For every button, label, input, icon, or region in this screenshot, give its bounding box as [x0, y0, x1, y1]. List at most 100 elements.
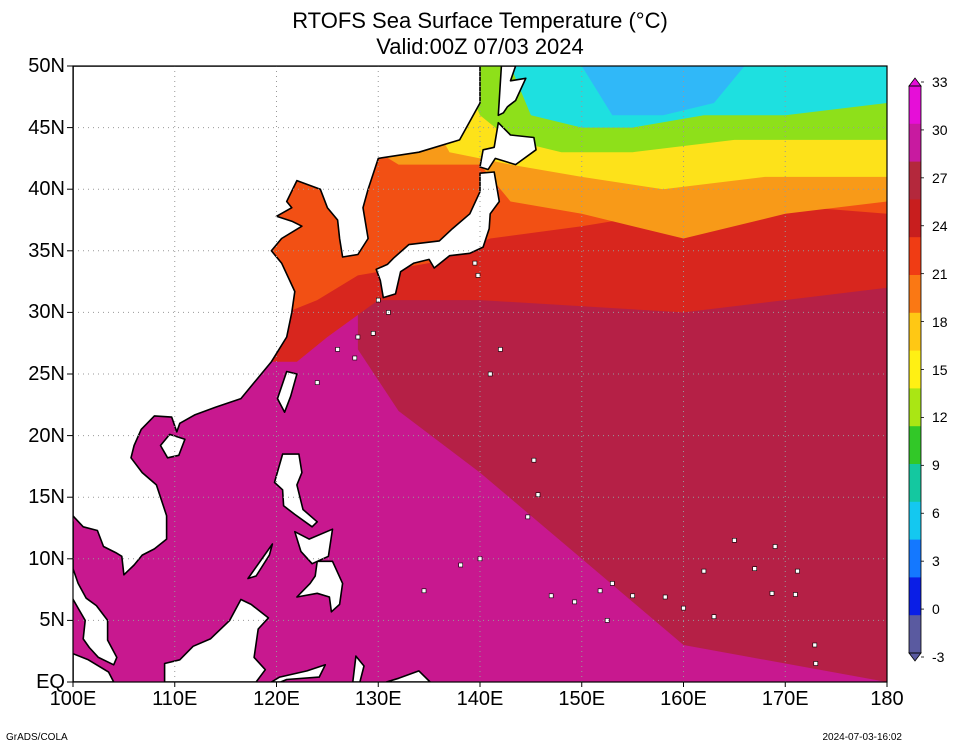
lon-label: 100E — [49, 688, 97, 710]
malay-peninsula — [73, 520, 118, 666]
lon-label: 150E — [558, 688, 606, 710]
colorbar-segment — [909, 388, 921, 427]
japan-honshu — [375, 171, 501, 299]
small-island — [375, 297, 381, 303]
small-island — [498, 347, 503, 352]
colorbar-segment — [909, 501, 921, 541]
small-island — [314, 380, 320, 385]
new-guinea — [385, 670, 431, 682]
lon-label: 140E — [456, 688, 504, 710]
colorbar-segment — [909, 86, 921, 125]
small-island — [597, 588, 603, 594]
colorbar-label: 30 — [932, 121, 948, 138]
lat-label: 25N — [28, 363, 65, 385]
lat-label: 15N — [28, 486, 65, 509]
colorbar-bottom-arrow — [908, 652, 922, 662]
lon-label: 160E — [660, 688, 707, 710]
lon-label: 170E — [761, 688, 809, 710]
colorbar-label: 27 — [932, 169, 948, 186]
lon-label: 110E — [152, 688, 198, 710]
small-island — [813, 661, 819, 666]
lon-label: 120E — [253, 688, 300, 710]
colorbar-label: 15 — [932, 361, 948, 378]
colorbar-label: 3 — [932, 553, 940, 570]
small-island — [525, 514, 531, 520]
small-island — [711, 614, 717, 620]
colorbar-segment — [909, 237, 921, 276]
colorbar-label: 18 — [932, 313, 948, 330]
lat-label: 35N — [28, 239, 65, 262]
borneo — [163, 598, 270, 682]
small-island — [732, 537, 737, 543]
colorbar-segment — [909, 350, 921, 389]
lat-label: 30N — [28, 301, 65, 324]
colorbar-label: 9 — [932, 457, 940, 474]
colorbar-segment — [909, 275, 921, 314]
small-island — [793, 592, 798, 597]
small-island — [548, 593, 554, 599]
colorbar-segment — [909, 161, 921, 200]
small-island — [812, 642, 818, 648]
philippines-visayas — [293, 528, 334, 565]
colorbar — [908, 77, 924, 662]
footer-left: GrADS/COLA — [6, 732, 68, 743]
small-island — [701, 568, 707, 574]
small-island — [609, 581, 615, 586]
colorbar-segment — [909, 577, 921, 616]
colorbar-label: 24 — [932, 217, 948, 234]
sakhalin — [497, 66, 527, 117]
small-island — [335, 347, 340, 352]
small-island — [572, 599, 577, 605]
colorbar-label: 21 — [932, 265, 948, 282]
hainan — [159, 433, 186, 459]
lat-label: 50N — [28, 55, 65, 77]
small-island — [352, 355, 358, 361]
lon-label: 180 — [870, 688, 904, 710]
small-island — [604, 618, 610, 623]
small-island — [535, 492, 541, 498]
colorbar-segment — [909, 615, 921, 654]
lat-label: 5N — [39, 609, 65, 632]
sst-warm-band — [357, 263, 887, 682]
small-island — [752, 566, 758, 572]
lat-label: 10N — [28, 547, 65, 570]
colorbar-label: 6 — [932, 505, 940, 522]
small-island — [421, 588, 427, 594]
colorbar-segment — [909, 464, 921, 503]
lat-label: EQ — [36, 671, 65, 693]
colorbar-segment — [909, 123, 921, 163]
colorbar-segment — [909, 199, 921, 238]
colorbar-segment — [909, 312, 921, 352]
colorbar-label: 12 — [932, 409, 948, 426]
sst-cold-patch — [581, 66, 745, 116]
colorbar-top-arrow — [908, 77, 922, 87]
lat-label: 40N — [28, 178, 65, 201]
small-island — [355, 334, 361, 340]
small-island — [630, 593, 635, 599]
colorbar-label: 33 — [932, 74, 948, 90]
colorbar-segment — [909, 539, 921, 578]
sumatra — [73, 652, 115, 682]
halmahera — [351, 655, 365, 682]
small-island — [769, 590, 775, 596]
colorbar-label: 0 — [932, 601, 940, 618]
small-island — [662, 594, 668, 600]
japan-hokkaido — [479, 121, 537, 171]
lon-label: 130E — [354, 688, 402, 710]
footer-right: 2024-07-03-16:02 — [822, 732, 902, 743]
colorbar-segment — [909, 426, 921, 465]
taiwan — [276, 370, 298, 414]
small-island — [472, 260, 478, 266]
small-island — [475, 273, 481, 278]
small-island — [772, 544, 778, 549]
colorbar-label: -3 — [932, 649, 945, 665]
lat-label: 20N — [28, 424, 65, 447]
mainland-asia — [73, 66, 481, 576]
lat-label: 45N — [28, 116, 65, 139]
palawan — [247, 543, 274, 580]
chart-subtitle: Valid:00Z 07/03 2024 — [376, 34, 584, 59]
small-island — [531, 457, 537, 463]
philippines-luzon — [273, 453, 319, 528]
small-island — [370, 330, 376, 336]
